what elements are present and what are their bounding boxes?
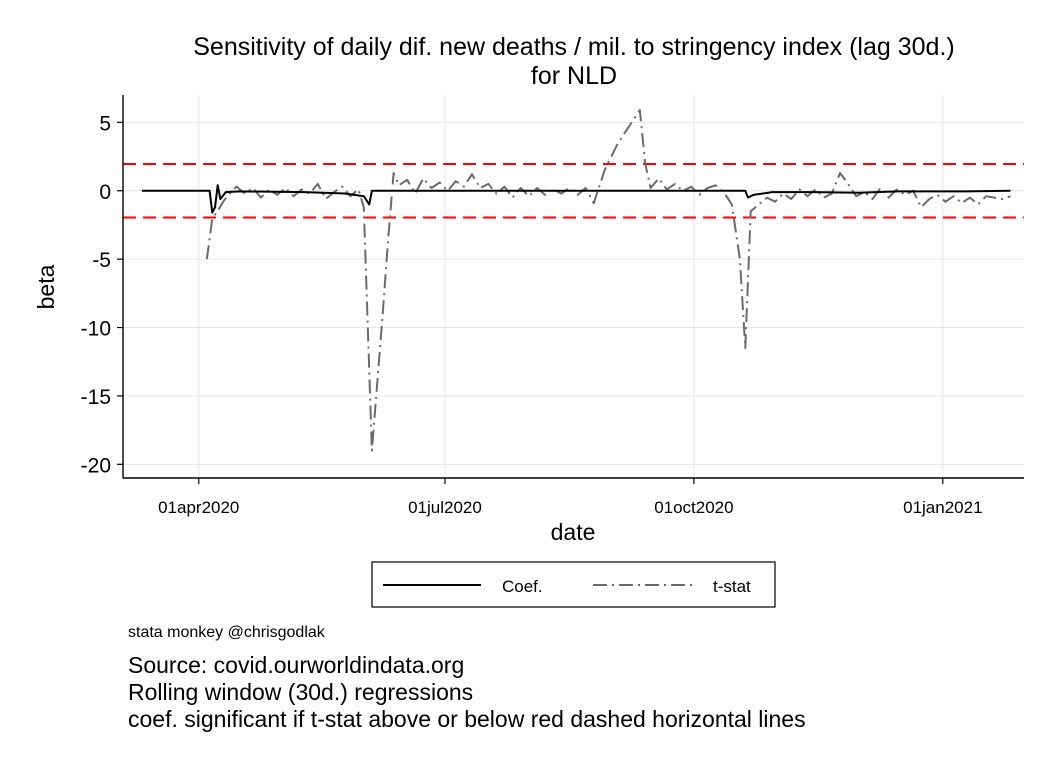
- y-axis-ticks: 5 0 -5 -10 -15 -20: [81, 112, 123, 477]
- reference-lines: [123, 162, 1024, 219]
- x-tick-label: 01oct2020: [654, 498, 733, 517]
- note-method: Rolling window (30d.) regressions: [128, 679, 474, 705]
- y-tick-label: -20: [81, 454, 111, 477]
- x-tick-label: 01apr2020: [158, 498, 239, 517]
- y-axis-label: beta: [33, 264, 59, 309]
- note-source: Source: covid.ourworldindata.org: [128, 652, 465, 678]
- series-line-coef: [141, 184, 1011, 214]
- chart-title-line2: for NLD: [531, 62, 617, 90]
- x-axis-ticks: 01apr2020 01jul2020 01oct2020 01jan2021: [158, 478, 983, 517]
- legend-label-tstat: t-stat: [713, 577, 751, 596]
- y-tick-label: -10: [81, 318, 111, 341]
- chart: Sensitivity of daily dif. new deaths / m…: [33, 33, 1024, 608]
- gridlines: [123, 95, 1024, 478]
- legend: Coef. t-stat: [371, 561, 776, 608]
- y-tick-label: -5: [92, 249, 111, 272]
- chart-title-line1: Sensitivity of daily dif. new deaths / m…: [193, 33, 954, 61]
- x-tick-label: 01jul2020: [408, 498, 482, 517]
- x-axis-label: date: [551, 519, 596, 545]
- series-lines: [141, 109, 1011, 452]
- y-tick-label: 5: [99, 112, 111, 135]
- y-tick-label: -15: [81, 386, 111, 409]
- credit-note: stata monkey @chrisgodlak: [128, 624, 325, 641]
- x-tick-label: 01jan2021: [903, 498, 982, 517]
- y-tick-label: 0: [99, 181, 111, 204]
- chart-notes: Source: covid.ourworldindata.org Rolling…: [128, 652, 806, 733]
- note-significance: coef. significant if t-stat above or bel…: [128, 706, 806, 732]
- series-line-tstat: [205, 109, 1011, 452]
- legend-label-coef: Coef.: [502, 577, 543, 596]
